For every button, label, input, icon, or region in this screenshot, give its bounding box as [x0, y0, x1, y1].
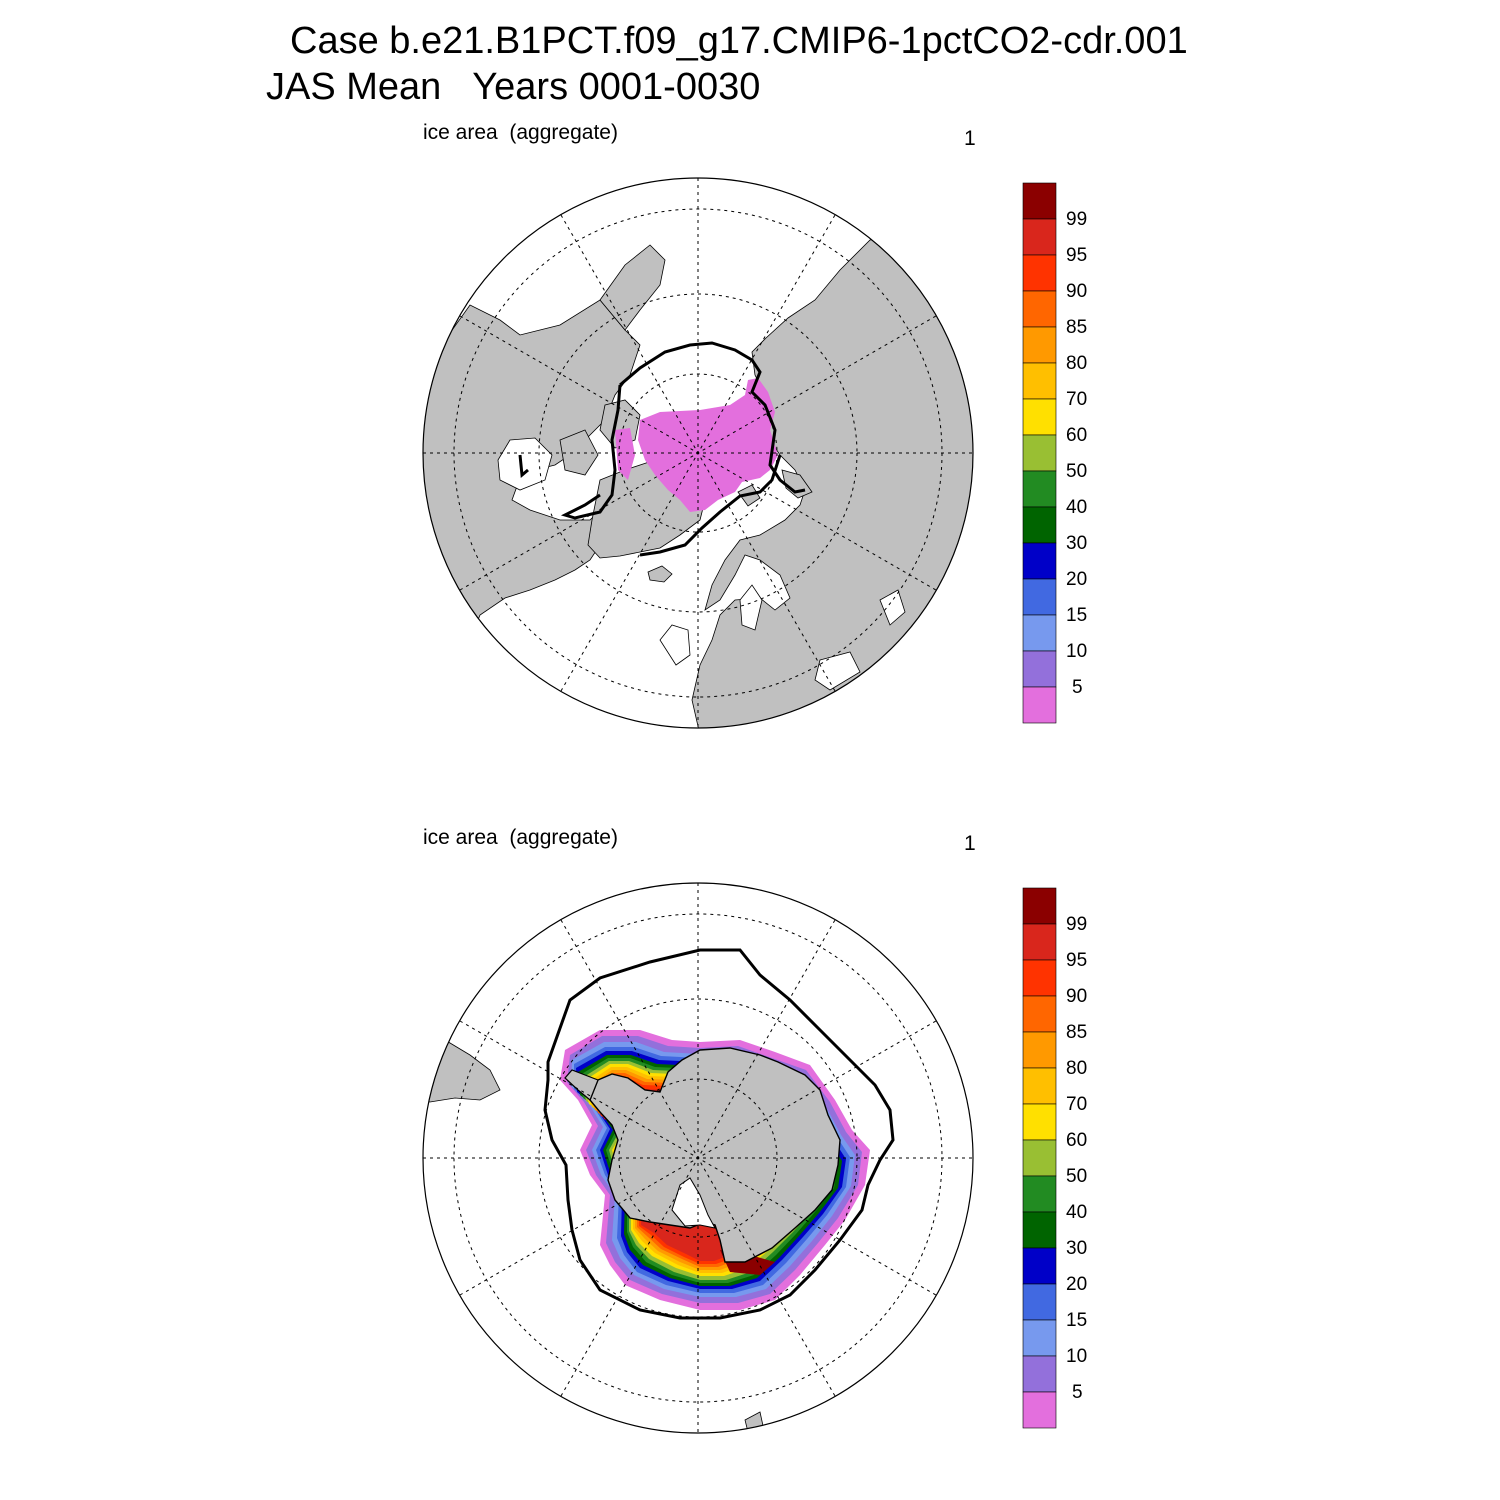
- north-ice-edge-contour: [518, 341, 806, 557]
- north-land-british-isles: [659, 624, 691, 666]
- north-colorbar-box: [1022, 290, 1057, 328]
- south-colorbar-label: 99: [1066, 914, 1088, 935]
- south-colorbar-box: [1022, 1247, 1057, 1285]
- south-land-africa: [744, 1411, 766, 1433]
- south-colorbar-label: 95: [1066, 950, 1088, 971]
- south-colorbar-label: 15: [1066, 1310, 1088, 1331]
- south-colorbar-box: [1022, 1391, 1057, 1429]
- south-colorbar-box: [1022, 1355, 1057, 1393]
- south-colorbar-label: 20: [1066, 1274, 1088, 1295]
- north-colorbar-box: [1022, 362, 1057, 400]
- south-colorbar-label: 70: [1066, 1094, 1088, 1115]
- south-colorbar-label: 60: [1066, 1130, 1088, 1151]
- north-colorbar-label: 85: [1066, 317, 1088, 338]
- south-colorbar-label: 5: [1072, 1382, 1083, 1403]
- north-colorbar-box: [1022, 434, 1057, 472]
- north-polar-map: [422, 177, 974, 729]
- north-colorbar-box: [1022, 470, 1057, 508]
- south-colorbar-label: 10: [1066, 1346, 1088, 1367]
- north-water-caspian: [879, 589, 906, 626]
- north-colorbar-box: [1022, 182, 1057, 220]
- north-colorbar-box: [1022, 506, 1057, 544]
- south-colorbar: [1022, 887, 1057, 1429]
- south-panel-right-label: 1: [964, 832, 976, 855]
- north-colorbar-box: [1022, 398, 1057, 436]
- south-colorbar-box: [1022, 1139, 1057, 1177]
- south-colorbar-box: [1022, 1067, 1057, 1105]
- north-colorbar-label: 80: [1066, 353, 1088, 374]
- north-colorbar-box: [1022, 254, 1057, 292]
- north-colorbar-box: [1022, 686, 1057, 724]
- south-colorbar-box: [1022, 887, 1057, 925]
- south-colorbar-label: 80: [1066, 1058, 1088, 1079]
- north-graticule: [423, 178, 973, 728]
- south-land-antarctica: [589, 1047, 841, 1263]
- north-colorbar-label: 95: [1066, 245, 1088, 266]
- north-land-alaska: [599, 244, 666, 331]
- north-colorbar-label: 90: [1066, 281, 1088, 302]
- north-colorbar-label: 99: [1066, 209, 1088, 230]
- south-colorbar-label: 85: [1066, 1022, 1088, 1043]
- south-ice-edge-contour: [543, 948, 895, 1320]
- north-water-hudson-bay: [497, 437, 553, 491]
- south-colorbar-label: 50: [1066, 1166, 1088, 1187]
- south-colorbar-box: [1022, 1031, 1057, 1069]
- south-colorbar-box: [1022, 1175, 1057, 1213]
- south-polar-map: [422, 882, 974, 1434]
- south-colorbar-box: [1022, 959, 1057, 997]
- north-colorbar-box: [1022, 650, 1057, 688]
- north-colorbar-label: 10: [1066, 641, 1088, 662]
- south-colorbar-box: [1022, 1283, 1057, 1321]
- north-colorbar-box: [1022, 326, 1057, 364]
- north-colorbar-box: [1022, 578, 1057, 616]
- north-land-iceland: [647, 565, 673, 583]
- north-land: [423, 234, 973, 728]
- south-colorbar-box: [1022, 923, 1057, 961]
- north-colorbar-label: 60: [1066, 425, 1088, 446]
- north-colorbar-label: 5: [1072, 677, 1083, 698]
- north-colorbar-label: 40: [1066, 497, 1088, 518]
- north-water-black-sea: [814, 651, 861, 691]
- north-water-baltic: [739, 584, 763, 631]
- south-map-border: [422, 882, 974, 1434]
- north-colorbar: [1022, 182, 1057, 724]
- north-panel-right-label: 1: [964, 127, 976, 150]
- north-colorbar-box: [1022, 542, 1057, 580]
- north-colorbar-box: [1022, 218, 1057, 256]
- south-colorbar-label: 30: [1066, 1238, 1088, 1259]
- south-colorbar-box: [1022, 1211, 1057, 1249]
- north-colorbar-box: [1022, 614, 1057, 652]
- south-colorbar-label: 90: [1066, 986, 1088, 1007]
- north-colorbar-label: 50: [1066, 461, 1088, 482]
- figure-title-case: Case b.e21.B1PCT.f09_g17.CMIP6-1pctCO2-c…: [290, 20, 1188, 62]
- south-panel-left-label: ice area (aggregate): [423, 826, 618, 849]
- north-colorbar-label: 15: [1066, 605, 1088, 626]
- south-colorbar-label: 40: [1066, 1202, 1088, 1223]
- north-map-border: [422, 177, 974, 729]
- north-colorbar-label: 30: [1066, 533, 1088, 554]
- north-panel-left-label: ice area (aggregate): [423, 121, 618, 144]
- south-colorbar-box: [1022, 1103, 1057, 1141]
- north-ice-concentration: [638, 378, 778, 512]
- north-colorbar-label: 20: [1066, 569, 1088, 590]
- south-land-antarctic-peninsula: [564, 1069, 599, 1101]
- south-colorbar-box: [1022, 1319, 1057, 1357]
- figure-title-period: JAS Mean Years 0001-0030: [266, 66, 761, 108]
- south-graticule: [423, 883, 973, 1433]
- north-colorbar-label: 70: [1066, 389, 1088, 410]
- south-colorbar-box: [1022, 995, 1057, 1033]
